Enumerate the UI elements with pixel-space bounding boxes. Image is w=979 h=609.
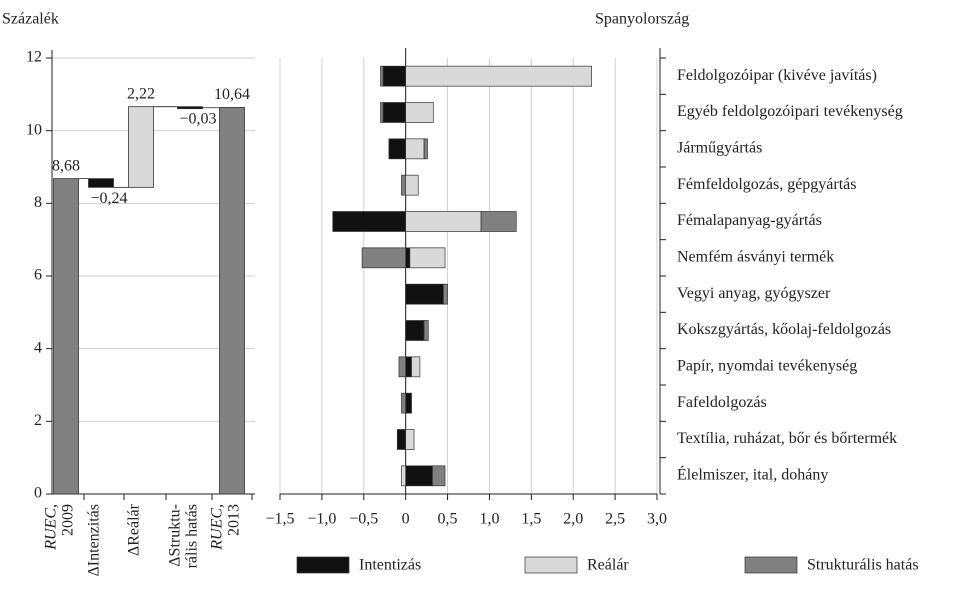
x-tick-label: 2,5 bbox=[605, 511, 625, 528]
bar bbox=[128, 106, 154, 188]
bar-segment bbox=[380, 65, 384, 87]
legend-swatch bbox=[524, 556, 578, 574]
category-label: Vegyi anyag, gyógyszer bbox=[677, 285, 831, 302]
bar-segment bbox=[405, 356, 412, 378]
category-label: Egyéb feldolgozóipari tevékenység bbox=[677, 103, 903, 120]
bar bbox=[219, 107, 245, 495]
bar bbox=[88, 178, 114, 188]
y-tick-label: 2 bbox=[34, 412, 42, 429]
y-tick-label: 4 bbox=[34, 339, 42, 356]
value-label: 8,68 bbox=[52, 157, 80, 174]
category-label: Fafeldolgozás bbox=[677, 394, 767, 411]
bar bbox=[53, 178, 79, 495]
bar-segment bbox=[480, 211, 517, 232]
x-tick-label: 2013 bbox=[226, 504, 243, 536]
bar-segment bbox=[405, 211, 482, 232]
category-label: Járműgyártás bbox=[677, 140, 762, 157]
bar-segment bbox=[380, 102, 384, 123]
legend-label: Reálár bbox=[587, 557, 629, 574]
value-label: 2,22 bbox=[127, 85, 155, 102]
bar-segment bbox=[423, 320, 429, 341]
category-label: Textília, ruházat, bőr és bőrtermék bbox=[677, 430, 897, 447]
y-tick-label: 6 bbox=[34, 267, 42, 284]
chart-title: Spanyolország bbox=[595, 11, 689, 28]
category-label: Fémfeldolgozás, gépgyártás bbox=[677, 176, 857, 193]
x-tick-label: RUEC, bbox=[209, 504, 226, 551]
x-tick-label: 2009 bbox=[60, 504, 77, 536]
x-tick-label: ΔIntenzitás bbox=[86, 504, 103, 576]
bar-segment bbox=[405, 138, 425, 160]
legend-label: Strukturális hatás bbox=[807, 557, 919, 574]
bar-segment bbox=[405, 174, 419, 196]
x-tick-label: 3,0 bbox=[647, 511, 667, 528]
x-tick-label: RUEC, bbox=[43, 504, 60, 551]
category-label: Papír, nyomdai tevékenység bbox=[677, 358, 857, 375]
x-tick-label: ΔReálár bbox=[126, 503, 143, 556]
category-label: Nemfém ásványi termék bbox=[677, 249, 834, 266]
value-label: −0,24 bbox=[90, 190, 127, 207]
bar-segment bbox=[361, 247, 407, 269]
bar-segment bbox=[388, 138, 407, 160]
value-label: 10,64 bbox=[214, 86, 250, 103]
bar-segment bbox=[405, 102, 434, 123]
bar-segment bbox=[401, 465, 407, 487]
bar-segment bbox=[405, 283, 444, 305]
x-tick-label: 0 bbox=[402, 511, 410, 528]
value-label: −0,03 bbox=[179, 110, 216, 127]
bar-segment bbox=[405, 429, 415, 450]
bar-segment bbox=[382, 65, 407, 87]
bar-segment bbox=[405, 65, 593, 87]
x-tick-label: 2,0 bbox=[563, 511, 583, 528]
bar-segment bbox=[405, 247, 411, 269]
bar bbox=[177, 106, 203, 110]
x-tick-label: 1,5 bbox=[521, 511, 541, 528]
bar-segment bbox=[432, 465, 446, 487]
bar-segment bbox=[405, 392, 412, 414]
bar-segment bbox=[423, 138, 428, 160]
x-tick-label: ΔStruktu- bbox=[167, 504, 184, 567]
bar-segment bbox=[401, 392, 407, 414]
y-tick-label: 10 bbox=[26, 121, 42, 138]
bar-segment bbox=[396, 429, 407, 450]
bar-segment bbox=[332, 211, 407, 232]
bar-segment bbox=[405, 465, 433, 487]
y-tick-label: 12 bbox=[26, 49, 42, 66]
bar-segment bbox=[411, 356, 421, 378]
x-tick-label: −0,5 bbox=[349, 511, 378, 528]
bar-segment bbox=[398, 356, 407, 378]
x-tick-label: −1,5 bbox=[265, 511, 294, 528]
legend-label: Intentizás bbox=[359, 557, 421, 574]
bar-segment bbox=[443, 283, 448, 305]
category-label: Fémalapanyag-gyártás bbox=[677, 212, 822, 229]
category-label: Feldolgozóipar (kivéve javítás) bbox=[677, 67, 877, 84]
y-tick-label: 8 bbox=[34, 194, 42, 211]
x-tick-label: 0,5 bbox=[438, 511, 458, 528]
x-tick-label: −1,0 bbox=[307, 511, 336, 528]
bar-segment bbox=[382, 102, 407, 123]
legend-swatch bbox=[296, 556, 350, 574]
bar-segment bbox=[409, 247, 446, 269]
legend-swatch bbox=[744, 556, 798, 574]
y-tick-label: 0 bbox=[34, 485, 42, 502]
bar-segment bbox=[405, 320, 425, 341]
x-tick-label: rális hatás bbox=[184, 504, 201, 568]
x-tick-label: 1,0 bbox=[479, 511, 499, 528]
category-label: Kokszgyártás, kőolaj-feldolgozás bbox=[677, 321, 891, 338]
y-axis-label: Százalék bbox=[2, 11, 59, 28]
category-label: Élelmiszer, ital, dohány bbox=[677, 465, 828, 484]
bar-segment bbox=[401, 174, 407, 196]
